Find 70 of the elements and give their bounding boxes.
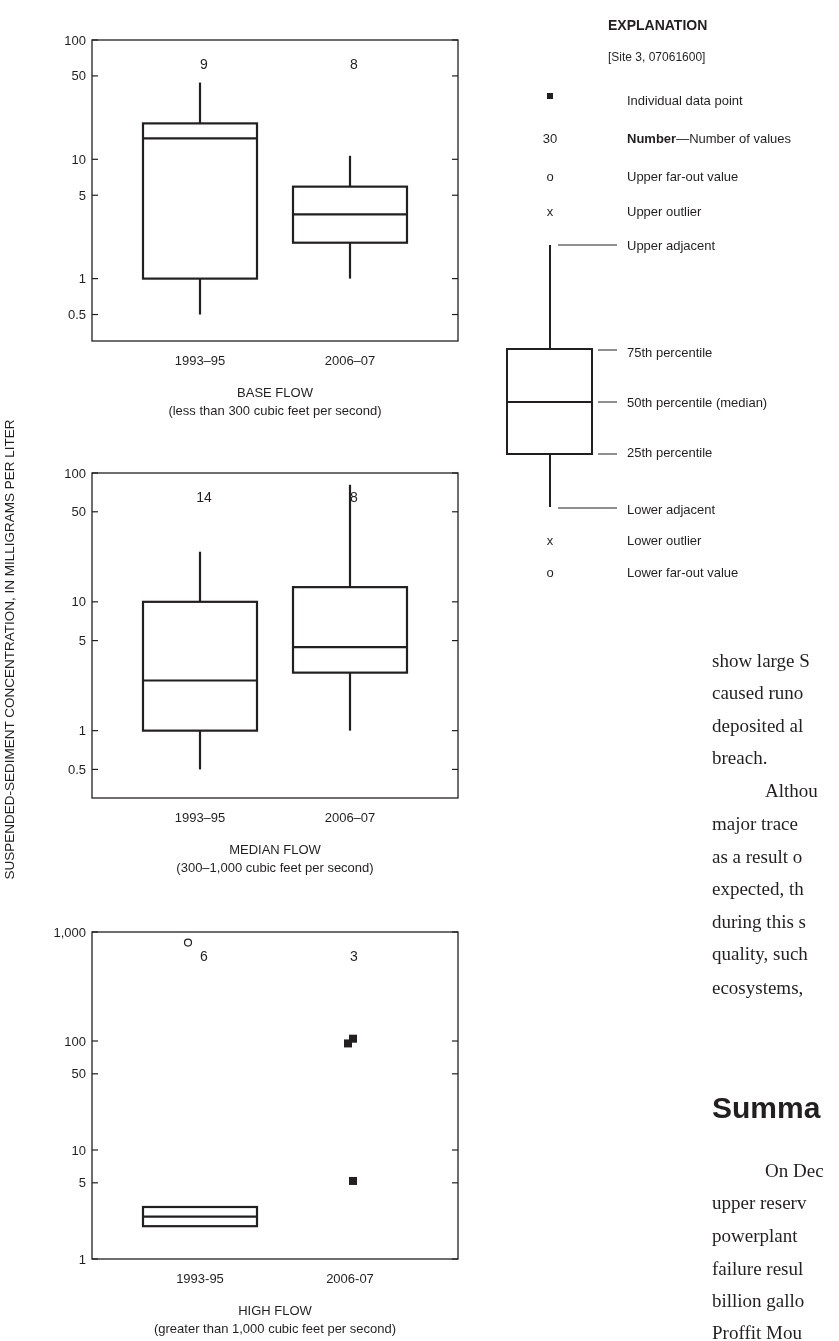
text: during this s — [712, 910, 806, 932]
text: failure resul — [712, 1257, 804, 1279]
y-tick-label: 100 — [64, 465, 86, 481]
text: 75th percentile — [627, 344, 713, 360]
annotation: 14 — [196, 488, 212, 505]
text: breach. — [712, 746, 768, 768]
text: o — [546, 168, 554, 184]
y-axis-title: SUSPENDED-SEDIMENT CONCENTRATION, IN MILLIGRAMS PER LITER — [2, 419, 17, 880]
y-tick-label: 10 — [71, 151, 86, 167]
text: show large S — [712, 649, 810, 671]
y-tick-label: 1 — [78, 723, 86, 739]
text: Upper adjacent — [627, 237, 716, 253]
text: Upper far-out value — [627, 168, 739, 184]
y-tick-label: 10 — [71, 594, 86, 610]
y-tick-label: 1 — [78, 1251, 86, 1267]
annotation: 8 — [350, 55, 359, 72]
y-tick-label: 0.5 — [67, 761, 86, 777]
x-axis-title: HIGH FLOW (greater than 1,000 cubic feet per second) — [153, 1303, 397, 1336]
text: x — [546, 203, 554, 219]
text: Lower far-out value — [627, 564, 739, 580]
y-tick-label: 5 — [78, 1175, 86, 1191]
text: 50th percentile (median) — [627, 394, 768, 410]
y-tick-label: 1 — [78, 271, 86, 287]
y-tick-label: 100 — [64, 32, 86, 48]
text: Lower adjacent — [627, 501, 716, 517]
text: 25th percentile — [627, 444, 713, 460]
text: On Dec — [765, 1159, 824, 1181]
text: Althou — [765, 779, 819, 801]
y-tick-label: 50 — [71, 68, 86, 84]
text: quality, such — [712, 942, 809, 964]
text: major trace — [712, 812, 798, 834]
text: ecosystems, — [712, 976, 804, 998]
text: 30 — [542, 130, 558, 146]
text: upper reserv — [712, 1191, 807, 1213]
x-tick-label: 2006–07 — [324, 810, 376, 825]
y-tick-label: 5 — [78, 187, 86, 203]
y-tick-label: 100 — [64, 1033, 86, 1049]
text: EXPLANATION — [608, 17, 708, 33]
text: expected, th — [712, 877, 805, 899]
text: as a result o — [712, 845, 803, 867]
x-tick-label: 2006-07 — [326, 1271, 374, 1286]
y-tick-label: 1,000 — [53, 924, 86, 940]
x-tick-label: 1993–95 — [174, 353, 226, 368]
x-tick-label: 1993–95 — [174, 810, 226, 825]
text: Lower outlier — [627, 532, 703, 548]
x-tick-label: 1993-95 — [176, 1271, 224, 1286]
annotation: 3 — [350, 947, 359, 964]
text: deposited al — [712, 714, 804, 736]
annotation: 6 — [200, 947, 209, 964]
text: caused runo — [712, 681, 804, 703]
x-axis-title: MEDIAN FLOW (300–1,000 cubic feet per second) — [176, 842, 374, 875]
annotation: 8 — [350, 488, 359, 505]
text: Number—Number of values — [627, 130, 792, 146]
text: billion gallo — [712, 1289, 805, 1311]
y-tick-label: 5 — [78, 633, 86, 649]
y-tick-label: 10 — [71, 1142, 86, 1158]
text: Individual data point — [627, 92, 744, 108]
text: Upper outlier — [627, 203, 703, 219]
y-tick-label: 50 — [71, 1066, 86, 1082]
x-axis-title: BASE FLOW (less than 300 cubic feet per second) — [168, 385, 382, 418]
text: o — [546, 564, 554, 580]
text: Proffit Mou — [712, 1321, 803, 1341]
text: Summa — [712, 1091, 821, 1124]
x-tick-label: 2006–07 — [324, 353, 376, 368]
text: x — [546, 532, 554, 548]
annotation: 9 — [200, 55, 209, 72]
text: powerplant — [712, 1224, 799, 1246]
y-tick-label: 50 — [71, 504, 86, 520]
text: [Site 3, 07061600] — [608, 50, 706, 64]
y-tick-label: 0.5 — [67, 307, 86, 323]
